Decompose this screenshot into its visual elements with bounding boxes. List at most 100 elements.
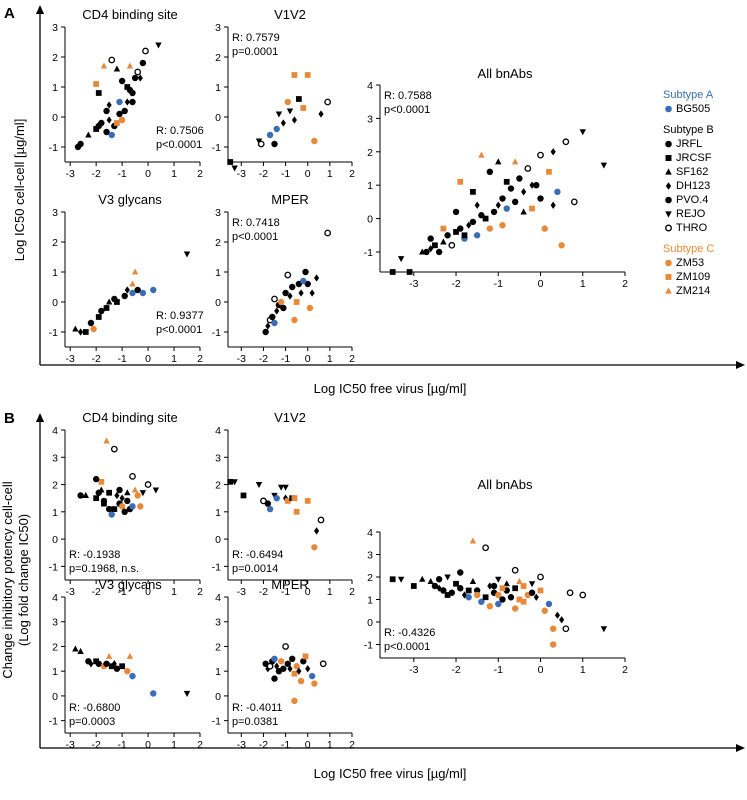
data-point xyxy=(448,241,456,249)
y-tick-label: -1 xyxy=(212,716,221,728)
y-tick-label: 1 xyxy=(215,82,221,94)
data-point xyxy=(427,577,434,585)
data-point xyxy=(103,305,110,311)
data-point xyxy=(389,576,396,583)
stat-label: R: 0.9377 xyxy=(156,310,204,322)
legend-item-jrcsf: JRCSF xyxy=(663,151,714,165)
x-tick-label: -2 xyxy=(451,278,460,290)
data-point xyxy=(444,592,451,598)
data-point xyxy=(269,313,276,321)
data-point xyxy=(457,585,464,592)
panel-b-y-axis-label-1: Change inhibitory potency cell-cell xyxy=(0,481,15,678)
data-point xyxy=(473,591,481,599)
data-point xyxy=(499,585,506,592)
y-tick-label: 1 xyxy=(52,267,58,279)
plot-title: V3 glycans xyxy=(98,192,162,207)
data-point xyxy=(287,292,293,300)
data-point xyxy=(280,119,286,127)
data-point xyxy=(134,286,141,294)
data-point xyxy=(550,148,556,156)
data-point xyxy=(282,484,289,491)
y-tick-label: 3 xyxy=(52,617,58,629)
data-point xyxy=(495,158,502,165)
legend-label: REJO xyxy=(676,208,706,220)
data-point xyxy=(98,307,105,315)
diamond-marker-icon xyxy=(663,180,676,192)
x-tick-label: -3 xyxy=(409,278,418,290)
data-point xyxy=(600,626,608,633)
x-tick-label: 2 xyxy=(349,168,355,180)
data-point xyxy=(486,168,494,176)
data-point xyxy=(469,218,477,226)
data-point xyxy=(286,108,294,115)
data-point xyxy=(150,286,157,294)
data-point xyxy=(499,596,506,603)
data-point xyxy=(284,660,291,667)
data-point xyxy=(284,98,291,106)
data-point xyxy=(78,328,84,336)
y-tick-label: 3 xyxy=(367,550,373,562)
data-point xyxy=(520,583,527,589)
x-tick-label: -3 xyxy=(66,168,75,180)
data-point xyxy=(124,667,131,675)
x-tick-label: 1 xyxy=(171,353,177,365)
data-point xyxy=(105,652,113,659)
data-point xyxy=(291,316,298,324)
data-point xyxy=(296,667,302,675)
data-point xyxy=(116,110,123,118)
y-tick-label: 3 xyxy=(215,617,221,629)
data-point xyxy=(116,486,123,494)
data-point xyxy=(559,616,565,624)
data-point xyxy=(427,235,434,242)
plot-title: V1V2 xyxy=(274,410,306,425)
data-point xyxy=(274,662,280,670)
data-point xyxy=(119,494,125,502)
legend-label: BG505 xyxy=(676,103,711,115)
plot-title: V3 glycans xyxy=(98,577,162,592)
x-tick-label: -3 xyxy=(237,353,246,365)
data-point xyxy=(280,304,287,312)
data-point xyxy=(271,675,278,682)
data-point xyxy=(289,283,296,291)
x-tick-label: -2 xyxy=(451,664,460,676)
data-point xyxy=(87,319,95,327)
data-point xyxy=(473,587,481,594)
stat-label: R: -0.1938 xyxy=(69,549,120,561)
data-point xyxy=(137,74,143,82)
data-point xyxy=(183,251,191,258)
data-point xyxy=(324,229,332,237)
data-point xyxy=(305,665,311,673)
data-point xyxy=(562,625,570,633)
data-point xyxy=(275,111,283,118)
x-tick-label: -3 xyxy=(237,168,246,180)
data-point xyxy=(440,587,447,594)
x-tick-label: 2 xyxy=(349,586,355,598)
data-point xyxy=(82,329,89,335)
legend-label: ZM53 xyxy=(676,257,705,269)
data-point xyxy=(432,242,438,249)
data-point xyxy=(490,208,498,216)
x-tick-label: 2 xyxy=(349,353,355,365)
data-point xyxy=(72,645,79,652)
x-tick-label: -2 xyxy=(91,586,100,598)
x-tick-label: -1 xyxy=(117,168,126,180)
data-point xyxy=(499,195,506,202)
open-circle-marker-icon xyxy=(663,222,676,234)
x-tick-label: 0 xyxy=(538,664,544,676)
data-point xyxy=(126,652,134,659)
data-point xyxy=(311,544,318,551)
data-point xyxy=(453,580,459,587)
data-point xyxy=(319,660,327,668)
x-tick-label: 2 xyxy=(197,586,203,598)
data-point xyxy=(137,503,144,510)
data-point xyxy=(419,575,426,582)
data-point xyxy=(318,110,324,118)
plot-title: MPER xyxy=(271,192,309,207)
data-point xyxy=(114,299,120,305)
data-point xyxy=(113,65,121,72)
data-point xyxy=(129,98,136,106)
panel-label-b: B xyxy=(4,410,15,427)
y-tick-label: -1 xyxy=(49,716,58,728)
data-point xyxy=(129,289,136,297)
scatter-panel: All bnAbs -1 0 1 2 3 4 -3 -2 -1 0 1 2 R: -0.4326 p<0.0… xyxy=(364,477,628,676)
